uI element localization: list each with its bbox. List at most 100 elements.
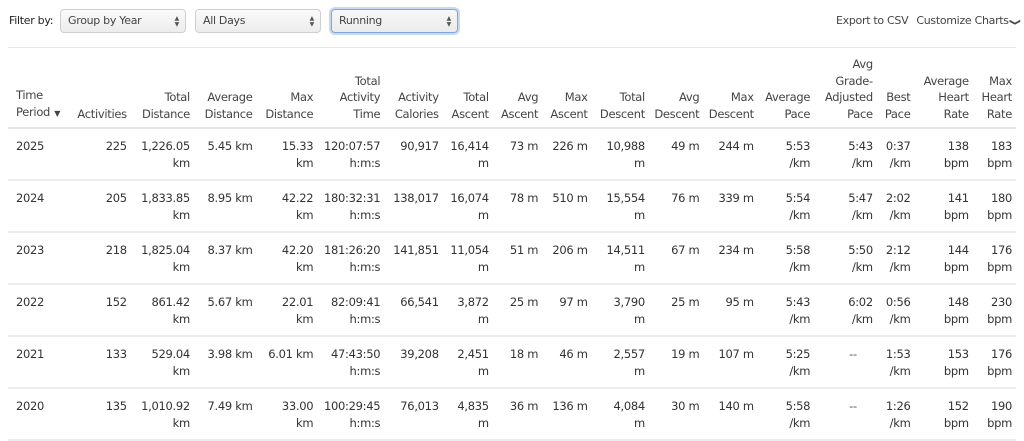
- cell-max-distance: 42.22 km: [257, 180, 318, 232]
- column-header-text: Ascent: [451, 106, 490, 121]
- cell-gap: 5:43/km: [814, 128, 877, 180]
- column-header-max-ascent[interactable]: Max Ascent: [542, 48, 591, 128]
- cell-total-distance: 1,226.05 km: [131, 128, 194, 180]
- cell-avg-descent: 19 m: [649, 336, 703, 388]
- cell-text: m: [477, 156, 489, 170]
- column-header-text: Activity: [339, 90, 381, 104]
- cell-text: 205: [105, 191, 127, 205]
- cell-total-ascent: 4,835 m: [443, 388, 493, 440]
- cell-text: 3.98 km: [207, 347, 253, 361]
- column-header-total-descent[interactable]: Total Descent: [592, 48, 649, 128]
- cell-text: km: [172, 260, 191, 274]
- cell-text: 5:54: [785, 191, 811, 205]
- column-header-max-distance[interactable]: Max Distance: [257, 48, 318, 128]
- table-row[interactable]: 2023 218 1,825.04 km 8.37 km 42.20 km 181:26:20…: [8, 232, 1016, 284]
- column-header-avg-pace[interactable]: Average Pace: [758, 48, 814, 128]
- cell-max-descent: 95 m: [703, 284, 757, 336]
- cell-text: 66,541: [400, 295, 439, 309]
- cell-avg-pace: 5:25/km: [758, 336, 814, 388]
- group-by-value: Group by Year: [68, 14, 142, 27]
- column-header-activities[interactable]: Activities: [67, 48, 130, 128]
- column-header-avg-ascent[interactable]: Avg Ascent: [493, 48, 542, 128]
- customize-charts-link[interactable]: Customize Charts❯: [916, 14, 1021, 27]
- cell-text: 47:43:50: [331, 347, 381, 361]
- column-header-text: Max: [989, 73, 1012, 88]
- column-header-avg-descent[interactable]: Avg Descent: [649, 48, 703, 128]
- column-header-total-distance[interactable]: Total Distance: [131, 48, 194, 128]
- cell-gap: 6:02/km: [814, 284, 877, 336]
- toolbar-links: Export to CSV Customize Charts❯: [836, 14, 1021, 27]
- cell-text: bpm: [943, 208, 969, 222]
- table-body: 2025 225 1,226.05 km 5.45 km 15.33 km 120:07:57…: [8, 128, 1016, 440]
- cell-activities: 133: [67, 336, 130, 388]
- cell-text: 11,054: [450, 243, 489, 257]
- cell-text: 8.95 km: [207, 191, 253, 205]
- cell-gap: --: [814, 336, 877, 388]
- group-by-select[interactable]: Group by Year ▲ ▼: [60, 9, 186, 33]
- column-header-text: Pace: [884, 106, 911, 121]
- cell-avg-hr: 153 bpm: [914, 336, 972, 388]
- cell-text: 0:37: [885, 139, 911, 153]
- cell-text: bpm: [943, 416, 969, 430]
- column-header-max-descent[interactable]: Max Descent: [703, 48, 757, 128]
- column-header-total-ascent[interactable]: Total Ascent: [443, 48, 493, 128]
- cell-best-pace: 0:37/km: [877, 128, 915, 180]
- cell-text: 2025: [16, 139, 45, 153]
- export-csv-link[interactable]: Export to CSV: [836, 14, 909, 27]
- cell-text: /km: [889, 260, 911, 274]
- column-header-max-hr[interactable]: Max Heart Rate: [973, 48, 1016, 128]
- table-row[interactable]: 2020 135 1,010.92 km 7.49 km 33.00 km 100:29:45…: [8, 388, 1016, 440]
- cell-max-ascent: 97 m: [542, 284, 591, 336]
- cell-best-pace: 2:12/km: [877, 232, 915, 284]
- column-header-text: Ascent: [500, 106, 539, 121]
- column-header-text: Total: [463, 90, 489, 104]
- column-header-avg-distance[interactable]: Average Distance: [194, 48, 257, 128]
- divider: [8, 47, 1016, 48]
- chevron-down-icon: ❯: [1008, 18, 1021, 26]
- cell-text: 861.42: [151, 295, 190, 309]
- cell-avg-distance: 3.98 km: [194, 336, 257, 388]
- cell-period: 2024: [8, 180, 67, 232]
- column-header-text: Descent: [654, 106, 700, 121]
- cell-text: 5:43: [848, 139, 873, 153]
- cell-text: m: [634, 364, 645, 378]
- cell-text: bpm: [987, 208, 1012, 222]
- table-row[interactable]: 2022 152 861.42 km 5.67 km 22.01 km 82:09:41 h:m…: [8, 284, 1016, 336]
- cell-total-descent: 15,554 m: [592, 180, 649, 232]
- cell-total-ascent: 16,414 m: [443, 128, 493, 180]
- column-header-text: Pace: [847, 106, 873, 121]
- days-select[interactable]: All Days ▲ ▼: [195, 9, 321, 33]
- cell-text: 2,557: [613, 347, 645, 361]
- column-header-text: Max: [564, 90, 588, 104]
- column-header-avg-hr[interactable]: Average Heart Rate: [914, 48, 972, 128]
- cell-avg-distance: 5.67 km: [194, 284, 257, 336]
- cell-text: /km: [852, 312, 873, 326]
- column-header-gap[interactable]: Avg Grade- Adjusted Pace: [814, 48, 877, 128]
- cell-avg-descent: 25 m: [649, 284, 703, 336]
- column-header-best-pace[interactable]: Best Pace: [877, 48, 915, 128]
- activity-type-select[interactable]: Running ▲ ▼: [331, 9, 458, 33]
- cell-text: 6.01 km: [268, 347, 314, 361]
- column-header-text: Average: [207, 90, 253, 104]
- table-row[interactable]: 2024 205 1,833.85 km 8.95 km 42.22 km 180:32:31…: [8, 180, 1016, 232]
- select-arrows-icon: ▲ ▼: [174, 15, 180, 28]
- cell-text: 36 m: [509, 399, 539, 413]
- cell-text: /km: [789, 156, 811, 170]
- column-header-text: Best: [886, 90, 911, 104]
- column-header-calories[interactable]: Activity Calories: [384, 48, 442, 128]
- table-row[interactable]: 2025 225 1,226.05 km 5.45 km 15.33 km 120:07:57…: [8, 128, 1016, 180]
- cell-text: 176: [990, 243, 1012, 257]
- cell-text: 30 m: [671, 399, 700, 413]
- cell-text: 5:53: [785, 139, 811, 153]
- cell-avg-pace: 5:43/km: [758, 284, 814, 336]
- column-header-period[interactable]: Time Period ▼: [8, 48, 67, 128]
- table-row[interactable]: 2021 133 529.04 km 3.98 km 6.01 km 47:43:50 h:m…: [8, 336, 1016, 388]
- cell-text: 25 m: [671, 295, 700, 309]
- cell-avg-hr: 152 bpm: [914, 388, 972, 440]
- cell-total-distance: 1,010.92 km: [131, 388, 194, 440]
- cell-text: 16,414: [450, 139, 489, 153]
- cell-total-descent: 4,084 m: [592, 388, 649, 440]
- column-header-total-time[interactable]: Total Activity Time: [317, 48, 384, 128]
- cell-text: 25 m: [509, 295, 539, 309]
- cell-text: 153: [947, 347, 969, 361]
